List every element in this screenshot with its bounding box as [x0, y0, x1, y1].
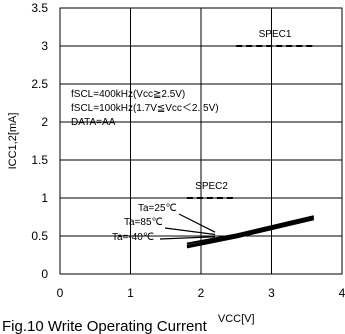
- series-line: [186, 215, 315, 245]
- series-pointer-line: [178, 213, 216, 233]
- series-line: [186, 218, 315, 249]
- series-label: Ta=85℃: [124, 217, 163, 228]
- y-tick-label: 1.5: [31, 153, 48, 167]
- series-pointer-line: [159, 236, 216, 240]
- condition-text: fSCL=100kHz(1.7V≦Vcc＜2. 5V): [71, 103, 219, 114]
- x-tick-label: 1: [127, 286, 134, 300]
- tick-labels: 0 1 2 3 4 0 0.5 1 1.5 2 2.5 3 3.5: [31, 1, 345, 300]
- x-tick-label: 2: [198, 286, 205, 300]
- y-tick-label: 3: [41, 39, 48, 53]
- plot-frame: [59, 7, 343, 275]
- series-label: Ta=-40℃: [112, 232, 154, 243]
- data-series: [186, 215, 315, 249]
- condition-text: fSCL=400kHz(Vcc≧2.5V): [71, 89, 185, 100]
- series-pointer-line: [164, 227, 216, 236]
- spec-label: SPEC1: [259, 29, 292, 40]
- y-tick-label: 2: [41, 115, 48, 129]
- spec-lines: SPEC1 SPEC2: [186, 29, 314, 199]
- figure-caption: Fig.10 Write Operating Current: [2, 318, 208, 334]
- y-tick-label: 0: [41, 267, 48, 281]
- y-tick-label: 2.5: [31, 77, 48, 91]
- series-label: Ta=25℃: [138, 203, 177, 214]
- spec-label: SPEC2: [195, 181, 228, 192]
- grid-lines: [60, 8, 342, 274]
- x-tick-label: 4: [339, 286, 345, 300]
- y-tick-label: 0.5: [31, 229, 48, 243]
- condition-text: DATA=AA: [71, 117, 116, 128]
- x-tick-label: 0: [57, 286, 64, 300]
- annotations: fSCL=400kHz(Vcc≧2.5V) fSCL=100kHz(1.7V≦Vc…: [71, 89, 219, 243]
- y-tick-label: 3.5: [31, 1, 48, 15]
- y-axis-label: ICC1,2[mA]: [7, 113, 19, 170]
- series-line: [186, 216, 315, 247]
- x-axis-label: VCC[V]: [218, 313, 255, 325]
- y-tick-label: 1: [41, 191, 48, 205]
- x-tick-label: 3: [268, 286, 275, 300]
